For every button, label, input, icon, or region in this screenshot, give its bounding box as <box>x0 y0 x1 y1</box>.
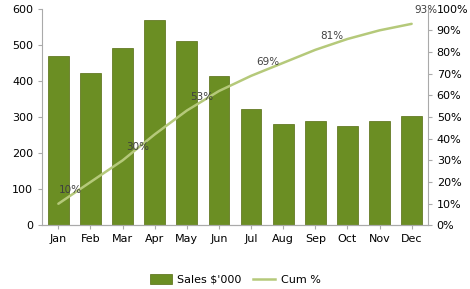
Bar <box>48 55 69 225</box>
Bar <box>209 76 229 225</box>
Line: Cum %: Cum % <box>58 24 412 204</box>
Bar <box>176 41 197 225</box>
Legend: Sales $'000, Cum %: Sales $'000, Cum % <box>145 270 325 289</box>
Bar <box>337 126 358 225</box>
Text: 69%: 69% <box>256 57 279 67</box>
Bar <box>144 20 165 225</box>
Cum % <box>216 89 222 93</box>
Cum % <box>409 22 415 25</box>
Bar <box>369 121 390 225</box>
Bar <box>401 116 422 225</box>
Cum % <box>377 29 383 32</box>
Text: 53%: 53% <box>190 92 213 102</box>
Cum % <box>345 37 350 41</box>
Bar <box>305 121 326 225</box>
Cum % <box>248 74 254 78</box>
Text: 81%: 81% <box>320 31 343 41</box>
Text: 93%: 93% <box>415 5 438 15</box>
Cum % <box>152 133 157 136</box>
Text: 30%: 30% <box>126 142 149 152</box>
Bar <box>112 48 133 225</box>
Bar <box>241 109 261 225</box>
Text: 10%: 10% <box>58 185 81 195</box>
Bar <box>273 124 294 225</box>
Cum % <box>280 61 286 65</box>
Cum % <box>120 159 125 162</box>
Cum % <box>55 202 61 205</box>
Cum % <box>184 109 189 112</box>
Bar <box>80 73 101 225</box>
Cum % <box>87 180 93 184</box>
Cum % <box>313 48 318 51</box>
